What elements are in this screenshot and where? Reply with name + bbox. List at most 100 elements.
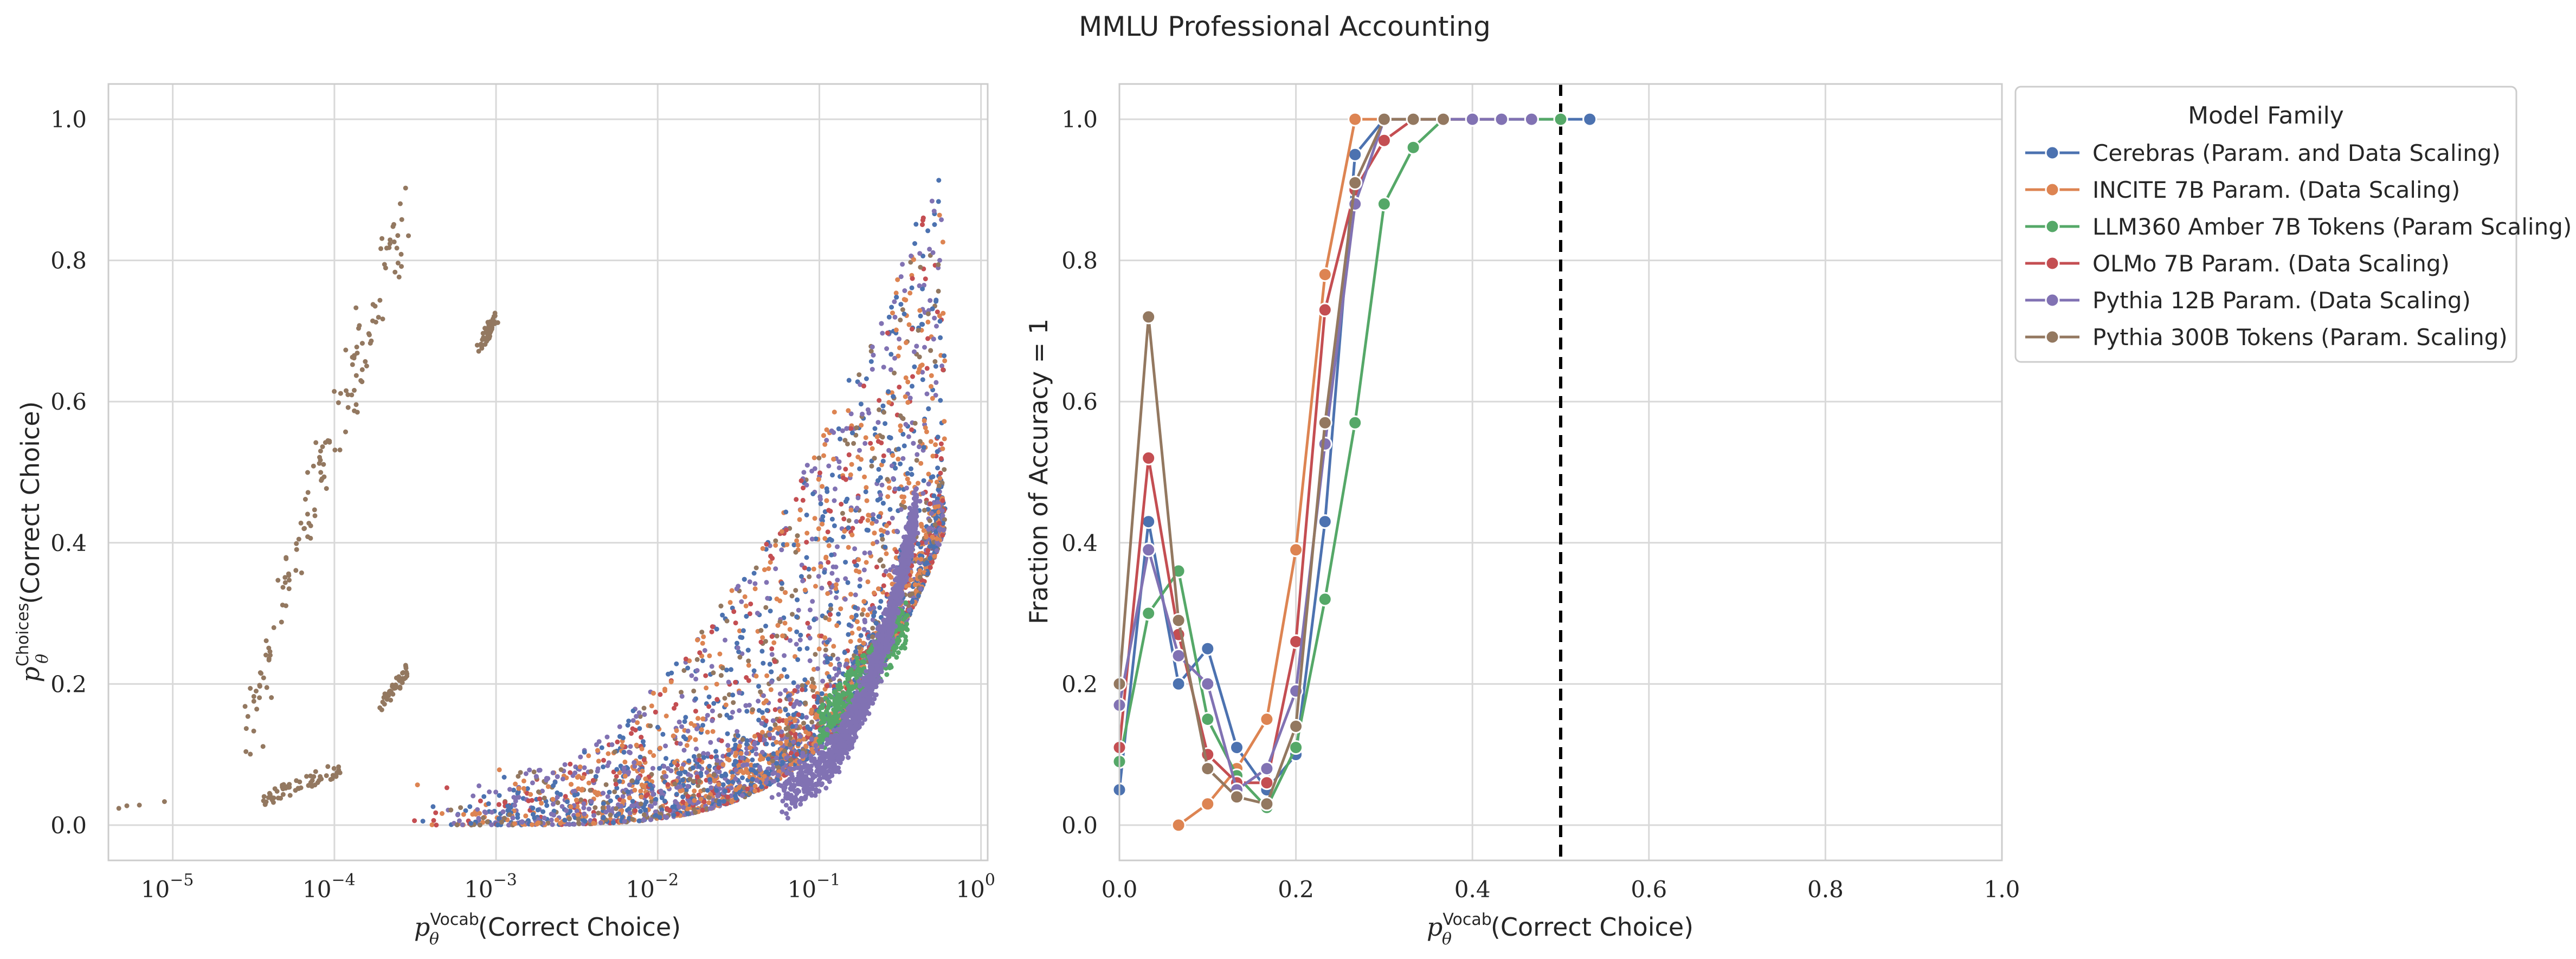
scatter-point xyxy=(897,336,902,342)
scatter-point xyxy=(870,617,875,623)
scatter-point xyxy=(496,802,501,807)
scatter-point xyxy=(928,439,933,444)
scatter-point xyxy=(828,656,833,661)
scatter-point xyxy=(639,746,645,751)
scatter-point xyxy=(463,808,468,813)
scatter-point xyxy=(354,345,359,349)
scatter-point xyxy=(738,634,743,640)
scatter-point xyxy=(928,555,932,561)
scatter-point xyxy=(864,498,870,503)
scatter-point xyxy=(880,563,886,569)
scatter-point xyxy=(915,452,920,457)
scatter-point xyxy=(248,686,253,691)
scatter-point xyxy=(756,708,762,713)
scatter-point xyxy=(650,766,655,771)
scatter-point xyxy=(527,767,532,773)
scatter-point xyxy=(476,348,481,354)
scatter-point xyxy=(872,426,878,431)
scatter-point xyxy=(857,466,862,471)
scatter-point xyxy=(833,486,838,491)
scatter-point xyxy=(521,786,526,791)
scatter-point xyxy=(344,388,349,393)
scatter-point xyxy=(929,198,935,204)
scatter-point xyxy=(689,673,694,678)
scatter-point xyxy=(809,736,814,742)
scatter-point xyxy=(283,786,288,791)
scatter-point xyxy=(773,543,778,548)
scatter-point xyxy=(681,805,686,810)
scatter-point xyxy=(813,536,819,542)
scatter-point xyxy=(243,726,249,731)
scatter-point xyxy=(842,438,848,443)
scatter-point xyxy=(770,758,775,763)
scatter-point xyxy=(251,728,256,734)
scatter-point xyxy=(586,753,591,759)
scatter-point xyxy=(805,620,810,626)
scatter-point xyxy=(783,527,789,533)
scatter-point xyxy=(359,367,365,372)
scatter-point xyxy=(681,748,687,753)
scatter-point xyxy=(874,565,879,569)
scatter-point xyxy=(780,809,785,814)
scatter-point xyxy=(641,818,646,823)
scatter-point xyxy=(926,481,931,487)
scatter-point xyxy=(293,568,299,573)
scatter-point xyxy=(892,371,897,375)
scatter-point xyxy=(783,509,789,515)
scatter-point xyxy=(891,394,896,399)
scatter-point xyxy=(783,590,788,595)
scatter-point xyxy=(880,435,885,440)
scatter-point xyxy=(714,757,720,763)
scatter-point xyxy=(662,686,667,692)
scatter-point xyxy=(927,518,932,523)
scatter-point xyxy=(917,574,923,580)
scatter-point xyxy=(804,555,809,560)
scatter-point xyxy=(614,806,619,811)
scatter-point xyxy=(821,433,826,438)
scatter-point xyxy=(777,598,783,604)
scatter-point xyxy=(797,646,802,652)
scatter-point xyxy=(296,536,301,542)
scatter-point xyxy=(861,607,866,612)
scatter-point xyxy=(807,658,813,663)
scatter-point xyxy=(699,630,705,635)
scatter-point xyxy=(929,384,933,389)
scatter-point xyxy=(632,760,637,765)
scatter-point xyxy=(268,652,273,658)
scatter-point xyxy=(353,305,359,310)
scatter-point xyxy=(352,387,357,393)
scatter-point xyxy=(903,297,909,303)
scatter-point xyxy=(885,477,890,482)
scatter-point xyxy=(334,770,340,775)
scatter-point xyxy=(779,547,784,553)
scatter-point xyxy=(614,774,619,779)
scatter-point xyxy=(793,588,798,593)
scatter-point xyxy=(904,613,910,618)
scatter-point xyxy=(843,466,848,472)
scatter-point xyxy=(758,628,764,633)
scatter-point xyxy=(523,813,529,819)
scatter-point xyxy=(760,750,765,755)
scatter-point xyxy=(761,693,766,698)
scatter-point xyxy=(870,521,875,526)
scatter-point xyxy=(305,490,311,495)
scatter-point xyxy=(939,508,945,514)
scatter-point xyxy=(792,718,797,723)
scatter-point xyxy=(787,627,793,632)
scatter-point xyxy=(266,795,271,800)
scatter-point xyxy=(807,625,812,630)
scatter-point xyxy=(599,745,604,750)
scatter-point xyxy=(332,388,337,394)
scatter-point xyxy=(925,571,931,576)
scatter-point xyxy=(920,370,925,375)
scatter-point xyxy=(754,565,759,571)
scatter-point xyxy=(720,665,725,671)
scatter-point xyxy=(763,605,769,610)
scatter-point xyxy=(612,789,617,794)
scatter-point xyxy=(569,782,574,787)
scatter-point xyxy=(824,438,829,443)
scatter-point xyxy=(871,512,876,517)
scatter-point xyxy=(662,799,667,804)
scatter-point xyxy=(813,652,818,657)
scatter-point xyxy=(843,576,848,581)
